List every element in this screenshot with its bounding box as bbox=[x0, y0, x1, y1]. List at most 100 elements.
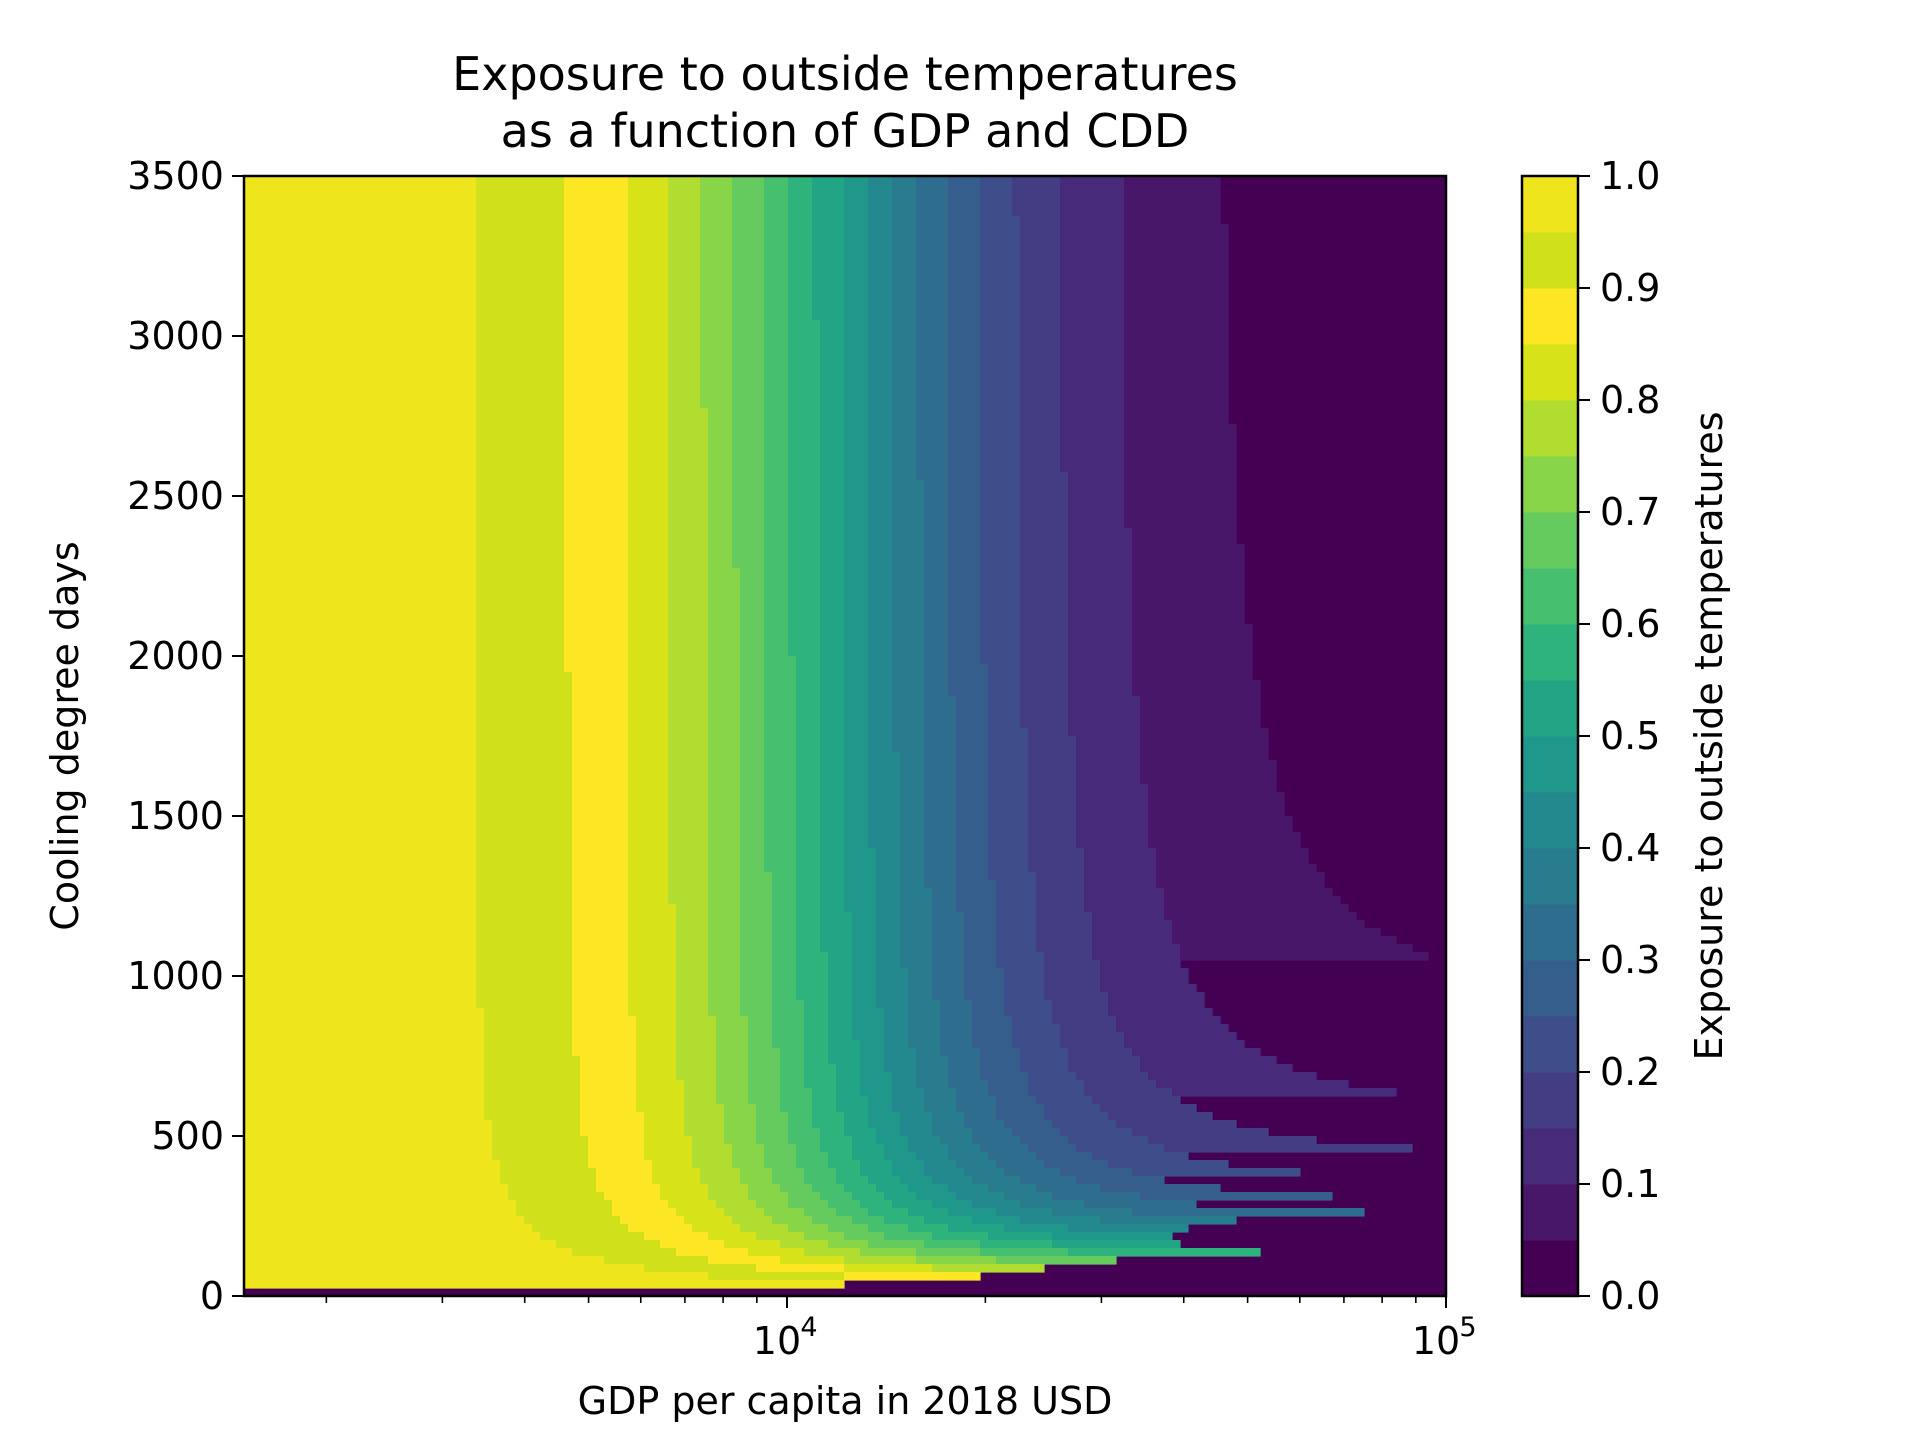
colorbar-tick-label: 0.9 bbox=[1600, 266, 1660, 310]
contour-band-cell bbox=[1060, 1032, 1125, 1041]
contour-band-cell bbox=[948, 256, 981, 265]
contour-band-cell bbox=[732, 376, 765, 385]
contour-band-cell bbox=[740, 888, 773, 897]
contour-band-cell bbox=[700, 248, 733, 257]
contour-band-cell bbox=[1036, 1096, 1093, 1105]
contour-band-cell bbox=[812, 240, 845, 249]
contour-band-cell bbox=[980, 408, 1021, 417]
contour-band-cell bbox=[1068, 576, 1133, 585]
contour-band-cell bbox=[1060, 288, 1125, 297]
contour-band-cell bbox=[476, 640, 565, 649]
contour-band-cell bbox=[796, 664, 821, 673]
contour-band-cell bbox=[244, 776, 477, 785]
contour-band-cell bbox=[796, 880, 821, 889]
contour-band-cell bbox=[788, 248, 813, 257]
contour-band-cell bbox=[724, 1136, 757, 1145]
contour-band-cell bbox=[668, 568, 709, 577]
contour-band-cell bbox=[564, 496, 629, 505]
contour-band-cell bbox=[1180, 944, 1413, 953]
contour-band-cell bbox=[868, 304, 893, 313]
contour-band-cell bbox=[708, 1000, 741, 1009]
contour-band-cell bbox=[924, 512, 949, 521]
contour-band-cell bbox=[868, 336, 893, 345]
contour-band-cell bbox=[244, 648, 477, 657]
contour-band-cell bbox=[580, 1088, 637, 1097]
contour-band-cell bbox=[636, 1056, 677, 1065]
colorbar-segment bbox=[1522, 400, 1578, 457]
contour-band-cell bbox=[708, 920, 741, 929]
contour-band-cell bbox=[1124, 520, 1237, 529]
contour-band-cell bbox=[932, 968, 965, 977]
contour-band-cell bbox=[1124, 192, 1221, 201]
contour-band-cell bbox=[708, 848, 741, 857]
contour-band-cell bbox=[844, 584, 869, 593]
contour-band-cell bbox=[932, 984, 965, 993]
colorbar-segment bbox=[1522, 624, 1578, 681]
contour-band-cell bbox=[764, 504, 789, 513]
contour-band-cell bbox=[1124, 424, 1237, 433]
contour-band-cell bbox=[820, 696, 845, 705]
contour-band-cell bbox=[484, 1096, 581, 1105]
contour-band-cell bbox=[244, 704, 477, 713]
contour-band-cell bbox=[732, 440, 765, 449]
x-tick-label: 10 bbox=[753, 1319, 801, 1363]
contour-band-cell bbox=[908, 1016, 941, 1025]
contour-band-cell bbox=[1076, 744, 1141, 753]
contour-band-cell bbox=[980, 312, 1021, 321]
contour-band-cell bbox=[764, 664, 797, 673]
contour-band-cell bbox=[244, 624, 477, 633]
contour-band-cell bbox=[860, 1248, 917, 1257]
contour-band-cell bbox=[900, 896, 933, 905]
contour-band-cell bbox=[892, 688, 925, 697]
contour-band-cell bbox=[1068, 568, 1133, 577]
contour-band-cell bbox=[668, 544, 709, 553]
contour-band-cell bbox=[804, 1000, 829, 1009]
contour-band-cell bbox=[1020, 712, 1069, 721]
contour-band-cell bbox=[868, 416, 893, 425]
contour-band-cell bbox=[748, 1064, 781, 1073]
contour-band-cell bbox=[900, 768, 925, 777]
contour-band-cell bbox=[820, 776, 845, 785]
contour-band-cell bbox=[628, 296, 669, 305]
contour-band-cell bbox=[764, 216, 789, 225]
contour-band-cell bbox=[852, 952, 877, 961]
contour-band-cell bbox=[244, 472, 477, 481]
contour-band-cell bbox=[1148, 840, 1301, 849]
contour-band-cell bbox=[668, 368, 701, 377]
contour-band-cell bbox=[868, 736, 893, 745]
contour-band-cell bbox=[476, 352, 565, 361]
contour-band-cell bbox=[564, 248, 629, 257]
contour-band-cell bbox=[564, 264, 629, 273]
contour-band-cell bbox=[964, 928, 997, 937]
contour-band-cell bbox=[844, 256, 869, 265]
contour-band-cell bbox=[844, 696, 869, 705]
contour-band-cell bbox=[708, 432, 733, 441]
contour-band-cell bbox=[1020, 552, 1069, 561]
contour-band-cell bbox=[916, 288, 949, 297]
contour-band-cell bbox=[476, 688, 573, 697]
contour-band-cell bbox=[892, 192, 917, 201]
contour-band-cell bbox=[844, 672, 869, 681]
contour-band-cell bbox=[244, 552, 477, 561]
contour-band-cell bbox=[748, 1248, 805, 1257]
contour-band-cell bbox=[708, 1256, 781, 1265]
contour-band-cell bbox=[1020, 408, 1061, 417]
contour-band-cell bbox=[676, 936, 709, 945]
contour-band-cell bbox=[668, 584, 709, 593]
contour-band-cell bbox=[916, 232, 949, 241]
contour-band-cell bbox=[740, 904, 773, 913]
contour-band-cell bbox=[1124, 296, 1229, 305]
contour-band-cell bbox=[1124, 312, 1229, 321]
contour-band-cell bbox=[732, 1144, 765, 1153]
contour-band-cell bbox=[668, 376, 701, 385]
contour-band-cell bbox=[732, 1216, 773, 1225]
contour-band-cell bbox=[996, 1256, 1117, 1265]
contour-band-cell bbox=[932, 936, 965, 945]
contour-band-cell bbox=[1060, 328, 1125, 337]
contour-band-cell bbox=[948, 1064, 981, 1073]
contour-band-cell bbox=[1132, 560, 1245, 569]
contour-band-cell bbox=[844, 296, 869, 305]
contour-band-cell bbox=[788, 264, 813, 273]
contour-band-cell bbox=[756, 1232, 805, 1241]
contour-band-cell bbox=[820, 896, 845, 905]
